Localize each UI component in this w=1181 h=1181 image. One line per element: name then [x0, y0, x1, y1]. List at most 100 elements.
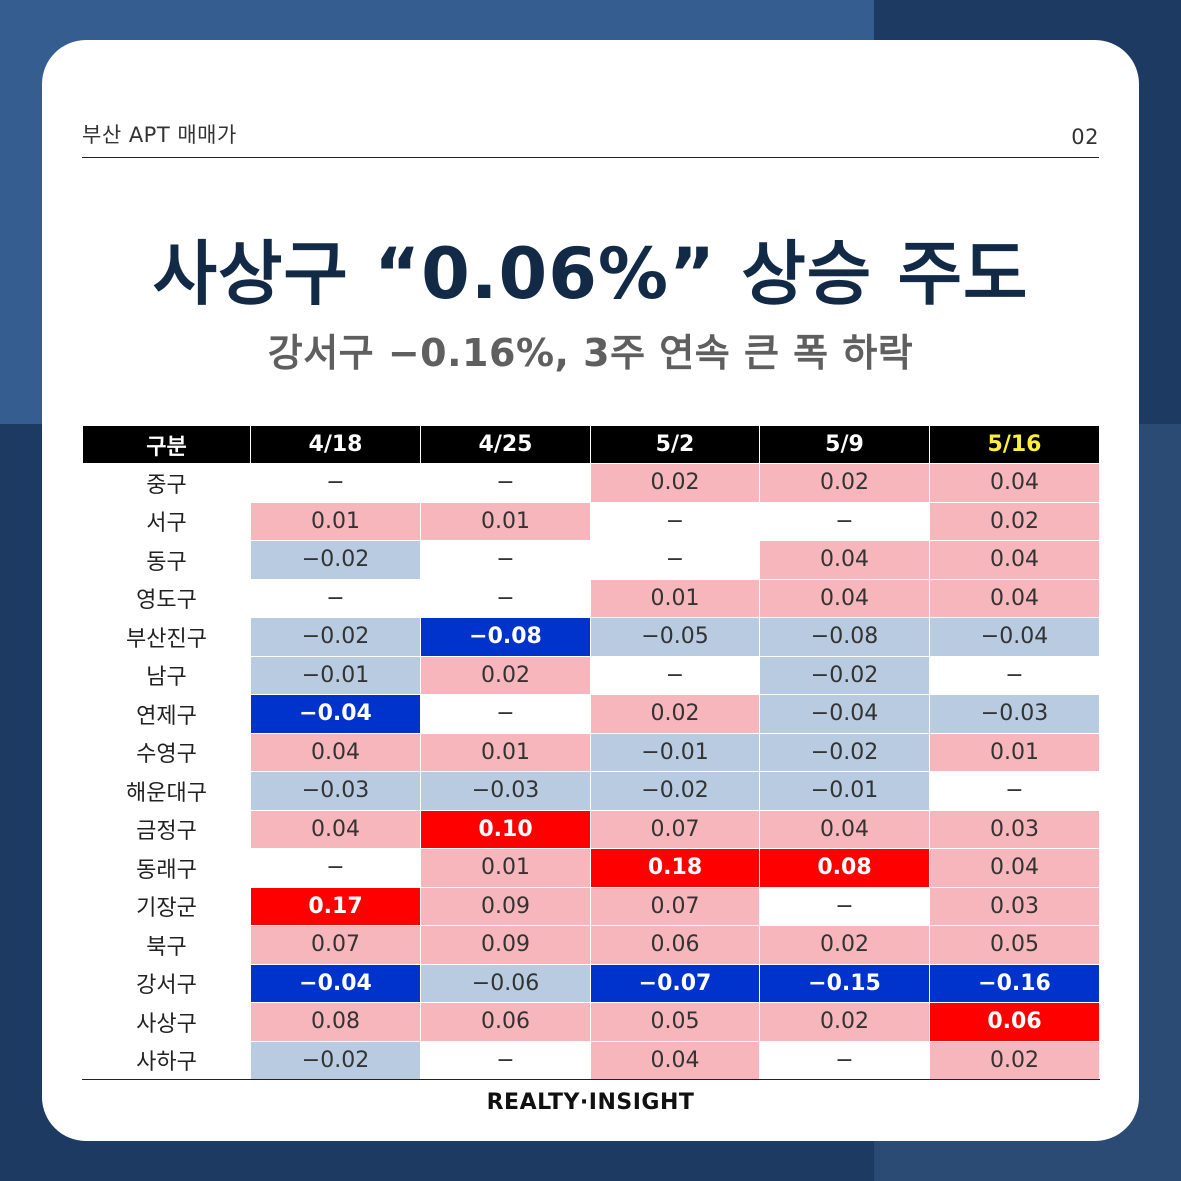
- district-name: 남구: [82, 655, 251, 695]
- value-cell: 0.02: [929, 1040, 1100, 1080]
- value-cell: −0.02: [590, 771, 760, 811]
- value-cell: 0.03: [929, 809, 1100, 849]
- value-cell: −0.02: [250, 1040, 421, 1080]
- column-header-district: 구분: [82, 425, 251, 464]
- value-cell: 0.04: [250, 809, 421, 849]
- value-cell: 0.09: [420, 886, 591, 926]
- price-change-table: 구분 4/18 4/25 5/2 5/9 5/16 중구 − −0.02 0.02 0.…: [82, 425, 1100, 1080]
- district-name: 중구: [82, 463, 251, 503]
- value-cell: 0.06: [590, 925, 760, 965]
- value-cell: 0.18: [590, 848, 760, 888]
- value-cell: 0.05: [590, 1002, 760, 1042]
- column-header-week: 5/2: [590, 425, 760, 464]
- district-name: 부산진구: [82, 617, 251, 657]
- table-header-row: 구분 4/18 4/25 5/2 5/9 5/16: [82, 425, 1100, 464]
- value-cell: 0.05: [929, 925, 1100, 965]
- table-row: 영도구 − −0.01 0.04 0.04: [82, 578, 1100, 618]
- value-cell: −: [250, 463, 421, 503]
- value-cell: −: [420, 694, 591, 734]
- table-body: 중구 − −0.02 0.02 0.04 서구 0.01 0.01− −0.02 동구 −0.02−…: [82, 463, 1100, 1080]
- value-cell: 0.01: [929, 732, 1100, 772]
- value-cell: −0.02: [759, 732, 930, 772]
- district-name: 영도구: [82, 578, 251, 618]
- top-bar: 부산 APT 매매가 02: [82, 115, 1099, 158]
- value-cell: −: [929, 655, 1100, 695]
- value-cell: 0.07: [590, 809, 760, 849]
- table-row: 수영구 0.04 0.01 −0.01 −0.02 0.01: [82, 732, 1100, 772]
- table-row: 사상구 0.08 0.06 0.05 0.02 0.06: [82, 1002, 1100, 1042]
- district-name: 동구: [82, 540, 251, 580]
- value-cell: 0.06: [420, 1002, 591, 1042]
- district-name: 금정구: [82, 809, 251, 849]
- value-cell: 0.01: [420, 732, 591, 772]
- district-name: 기장군: [82, 886, 251, 926]
- value-cell: −0.04: [250, 963, 421, 1003]
- value-cell: −0.01: [590, 732, 760, 772]
- table-row: 북구 0.07 0.09 0.06 0.02 0.05: [82, 925, 1100, 965]
- value-cell: −0.04: [250, 694, 421, 734]
- value-cell: −0.05: [590, 617, 760, 657]
- value-cell: −: [759, 886, 930, 926]
- table-row: 기장군 0.17 0.09 0.07−0.03: [82, 886, 1100, 926]
- value-cell: 0.04: [590, 1040, 760, 1080]
- value-cell: −0.08: [759, 617, 930, 657]
- table-row: 해운대구 −0.03 −0.03 −0.02 −0.01−: [82, 771, 1100, 811]
- value-cell: −0.15: [759, 963, 930, 1003]
- value-cell: 0.01: [420, 501, 591, 541]
- table-row: 중구 − −0.02 0.02 0.04: [82, 463, 1100, 503]
- value-cell: 0.01: [590, 578, 760, 618]
- value-cell: −0.07: [590, 963, 760, 1003]
- value-cell: 0.04: [250, 732, 421, 772]
- table-row: 남구 −0.01 0.02− −0.02−: [82, 655, 1100, 695]
- value-cell: 0.02: [420, 655, 591, 695]
- value-cell: −0.01: [250, 655, 421, 695]
- column-header-week: 5/9: [759, 425, 930, 464]
- value-cell: −0.06: [420, 963, 591, 1003]
- value-cell: 0.04: [929, 540, 1100, 580]
- table-row: 금정구 0.04 0.10 0.07 0.04 0.03: [82, 809, 1100, 849]
- value-cell: 0.04: [759, 540, 930, 580]
- value-cell: −: [420, 540, 591, 580]
- value-cell: −: [759, 501, 930, 541]
- table-row: 사하구 −0.02−0.04−0.02: [82, 1040, 1100, 1080]
- value-cell: −0.16: [929, 963, 1100, 1003]
- table-row: 동래구 −0.01 0.18 0.08 0.04: [82, 848, 1100, 888]
- value-cell: −: [929, 771, 1100, 811]
- value-cell: −0.02: [759, 655, 930, 695]
- district-name: 해운대구: [82, 771, 251, 811]
- district-name: 수영구: [82, 732, 251, 772]
- headline: 사상구 “0.06%” 상승 주도: [152, 233, 1029, 315]
- section-label: 부산 APT 매매가: [82, 123, 237, 147]
- value-cell: 0.09: [420, 925, 591, 965]
- value-cell: 0.04: [759, 578, 930, 618]
- value-cell: 0.08: [759, 848, 930, 888]
- table-row: 동구 −0.02− −0.04 0.04: [82, 540, 1100, 580]
- value-cell: −: [590, 501, 760, 541]
- value-cell: −0.03: [420, 771, 591, 811]
- value-cell: 0.17: [250, 886, 421, 926]
- value-cell: 0.10: [420, 809, 591, 849]
- value-cell: −: [250, 578, 421, 618]
- value-cell: −0.02: [250, 540, 421, 580]
- value-cell: 0.02: [759, 925, 930, 965]
- district-name: 사상구: [82, 1002, 251, 1042]
- value-cell: 0.03: [929, 886, 1100, 926]
- value-cell: −: [759, 1040, 930, 1080]
- value-cell: 0.04: [759, 809, 930, 849]
- value-cell: −0.08: [420, 617, 591, 657]
- value-cell: −: [590, 540, 760, 580]
- column-header-week: 4/18: [250, 425, 421, 464]
- subheadline: 강서구 −0.16%, 3주 연속 큰 폭 하락: [267, 331, 914, 375]
- value-cell: 0.06: [929, 1002, 1100, 1042]
- value-cell: −: [590, 655, 760, 695]
- value-cell: −0.04: [929, 617, 1100, 657]
- value-cell: 0.02: [590, 463, 760, 503]
- district-name: 서구: [82, 501, 251, 541]
- column-header-week: 4/25: [420, 425, 591, 464]
- district-name: 북구: [82, 925, 251, 965]
- value-cell: 0.02: [759, 1002, 930, 1042]
- table-row: 연제구 −0.04−0.02 −0.04 −0.03: [82, 694, 1100, 734]
- table-row: 서구 0.01 0.01− −0.02: [82, 501, 1100, 541]
- table-row: 부산진구 −0.02 −0.08 −0.05 −0.08 −0.04: [82, 617, 1100, 657]
- value-cell: −0.03: [929, 694, 1100, 734]
